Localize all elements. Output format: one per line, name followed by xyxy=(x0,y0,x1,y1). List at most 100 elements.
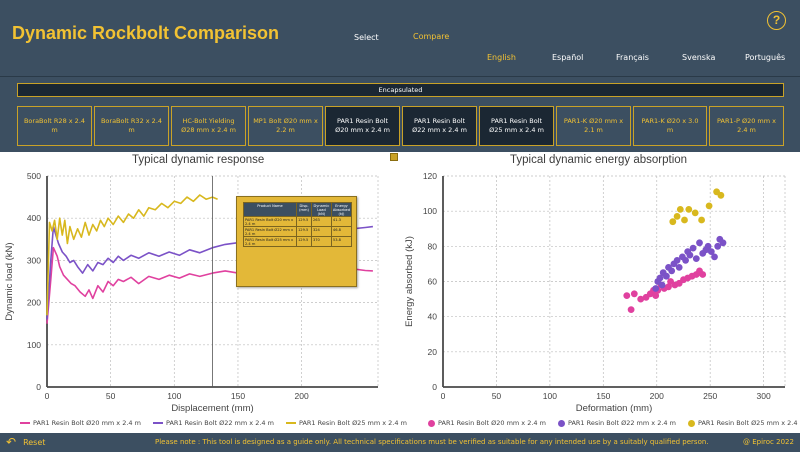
scatter-point-1 xyxy=(663,272,670,280)
focus-mode-icon[interactable] xyxy=(390,153,398,161)
tooltip-cell: PAR1 Resin Bolt Ø22 mm x 2.4 m xyxy=(243,226,297,237)
tooltip-header-load: Dynamic Load (kN) xyxy=(310,202,332,217)
scatter-point-2 xyxy=(676,206,684,213)
x-tick-label: 150 xyxy=(596,391,610,401)
scatter-point-0 xyxy=(627,306,635,313)
tooltip-cell: PAR1 Resin Bolt Ø25 mm x 2.4 m xyxy=(243,236,297,247)
scatter-point-2 xyxy=(685,206,693,213)
energy-chart-title: Typical dynamic energy absorption xyxy=(510,154,688,166)
x-axis-label: Displacement (mm) xyxy=(171,403,253,414)
x-axis-label: Deformation (mm) xyxy=(576,403,653,414)
legend-item[interactable]: PAR1 Resin Bolt Ø20 mm x 2.4 m xyxy=(20,419,141,427)
y-tick-label: 200 xyxy=(27,298,41,308)
reset-button[interactable]: ↶ Reset xyxy=(6,435,46,449)
scatter-point-1 xyxy=(658,281,666,289)
scatter-point-0 xyxy=(623,292,631,299)
response-chart-legend: PAR1 Resin Bolt Ø20 mm x 2.4 m PAR1 Resi… xyxy=(20,419,419,427)
product-button-par1-20[interactable]: PAR1 Resin Bolt Ø20 mm x 2.4 m xyxy=(325,106,400,146)
x-tick-label: 300 xyxy=(757,391,771,401)
scatter-point-1 xyxy=(711,253,718,261)
tooltip-cell: 129.5 xyxy=(296,226,312,237)
tooltip-row: PAR1 Resin Bolt Ø20 mm x 2.4 m 129.5 263… xyxy=(243,216,353,227)
tooltip-row: PAR1 Resin Bolt Ø25 mm x 2.4 m 129.5 370… xyxy=(243,236,353,247)
lang-english[interactable]: English xyxy=(487,53,516,62)
product-button-par1-p[interactable]: PAR1-P Ø20 mm x 2.4 m xyxy=(709,106,784,146)
scatter-point-1 xyxy=(673,257,681,264)
app-title: Dynamic Rockbolt Comparison xyxy=(12,23,280,43)
question-circle-icon[interactable]: ? xyxy=(767,11,786,30)
scatter-point-0 xyxy=(665,283,672,291)
encapsulated-filter[interactable]: Encapsulated xyxy=(17,83,784,97)
y-tick-label: 0 xyxy=(36,382,41,392)
lang-svenska[interactable]: Svenska xyxy=(682,53,716,62)
product-button-par1-25[interactable]: PAR1 Resin Bolt Ø25 mm x 2.4 m xyxy=(479,106,554,146)
y-tick-label: 100 xyxy=(27,340,41,350)
legend-item[interactable]: PAR1 Resin Bolt Ø20 mm x 2.4 m xyxy=(428,419,546,427)
product-button-par1-k-30[interactable]: PAR1-K Ø20 x 3.0 m xyxy=(633,106,707,146)
tooltip-cell: 53.8 xyxy=(330,236,353,247)
y-tick-label: 300 xyxy=(27,255,41,265)
lang-portugues[interactable]: Português xyxy=(745,53,786,62)
scatter-point-1 xyxy=(719,239,727,247)
response-chart[interactable]: 0 50 100 150 200 0 100 200 300 400 500 Displacement… xyxy=(0,165,400,417)
legend-line-swatch xyxy=(152,422,163,424)
scatter-point-2 xyxy=(673,213,681,220)
y-tick-label: 500 xyxy=(27,171,41,181)
x-tick-label: 100 xyxy=(167,391,181,401)
scatter-point-0 xyxy=(652,292,660,299)
legend-item[interactable]: PAR1 Resin Bolt Ø25 mm x 2.4 m xyxy=(687,419,800,427)
app-footer: ↶ Reset Please note : This tool is desig… xyxy=(0,433,800,452)
app-header: Dynamic Rockbolt Comparison Select Compa… xyxy=(0,0,800,77)
scatter-point-2 xyxy=(669,218,677,226)
y-tick-label: 100 xyxy=(423,206,437,216)
product-button-mp1-bolt[interactable]: MP1 Bolt Ø20 mm x 2.2 m xyxy=(248,106,323,146)
scatter-point-1 xyxy=(686,251,694,259)
series-line-2 xyxy=(46,194,218,316)
product-button-hc-bolt[interactable]: HC-Bolt Yielding Ø28 mm x 2.4 m xyxy=(171,106,246,146)
scatter-point-1 xyxy=(682,257,689,264)
scatter-point-2 xyxy=(705,202,713,210)
tooltip-cell: 263 xyxy=(310,216,332,227)
legend-dot-swatch xyxy=(428,419,435,427)
energy-chart-legend: PAR1 Resin Bolt Ø20 mm x 2.4 m PAR1 Resi… xyxy=(428,419,800,427)
legend-item[interactable]: PAR1 Resin Bolt Ø22 mm x 2.4 m xyxy=(152,419,274,427)
x-tick-label: 0 xyxy=(441,391,446,401)
scatter-point-2 xyxy=(691,209,699,217)
reset-arrow-icon: ↶ xyxy=(6,435,17,449)
y-tick-label: 60 xyxy=(428,277,438,287)
scatter-point-1 xyxy=(652,285,660,292)
scatter-point-1 xyxy=(696,239,703,247)
tooltip-header-disp: Disp. (mm) xyxy=(296,202,312,217)
tooltip-header-energy: Energy Absorbed (kJ) xyxy=(330,202,353,217)
y-tick-label: 40 xyxy=(428,312,438,322)
y-axis-label: Dynamic load (kN) xyxy=(4,242,15,320)
legend-item[interactable]: PAR1 Resin Bolt Ø22 mm x 2.4 m xyxy=(557,419,676,427)
tooltip-cell: PAR1 Resin Bolt Ø20 mm x 2.4 m xyxy=(243,216,297,227)
x-tick-label: 50 xyxy=(106,391,116,401)
energy-chart[interactable]: 0 50 100 150 200 250 300 0 20 40 60 80 100 120 Deforma… xyxy=(400,165,800,417)
copyright: @ Epiroc 2022 xyxy=(743,438,794,446)
lang-francais[interactable]: Français xyxy=(616,53,649,62)
scatter-point-1 xyxy=(692,255,700,262)
tooltip-row: PAR1 Resin Bolt Ø22 mm x 2.4 m 129.5 324… xyxy=(243,226,353,237)
scatter-point-1 xyxy=(704,242,712,250)
lang-espanol[interactable]: Español xyxy=(552,53,584,62)
response-chart-title: Typical dynamic response xyxy=(132,154,265,166)
product-button-borabolt-r32[interactable]: BoraBolt R32 x 2.4 m xyxy=(94,106,169,146)
cursor-tooltip: Product Name Disp. (mm) Dynamic Load (kN… xyxy=(236,196,357,287)
scatter-point-1 xyxy=(668,267,676,275)
legend-item[interactable]: PAR1 Resin Bolt Ø25 mm x 2.4 m xyxy=(285,419,407,427)
scatter-point-0 xyxy=(699,271,707,278)
tooltip-table: Product Name Disp. (mm) Dynamic Load (kN… xyxy=(243,202,353,247)
x-tick-label: 0 xyxy=(45,391,50,401)
legend-dot-swatch xyxy=(687,419,695,427)
product-button-par1-k-21[interactable]: PAR1-K Ø20 mm x 2.1 m xyxy=(556,106,631,146)
scatter-point-2 xyxy=(698,216,705,224)
product-button-par1-22[interactable]: PAR1 Resin Bolt Ø22 mm x 2.4 m xyxy=(402,106,477,146)
nav-select[interactable]: Select xyxy=(354,33,379,42)
nav-compare[interactable]: Compare xyxy=(413,32,450,41)
disclaimer-note: Please note : This tool is designed as a… xyxy=(155,438,709,446)
x-tick-label: 50 xyxy=(492,391,502,401)
product-button-borabolt-r28[interactable]: BoraBolt R28 x 2.4 m xyxy=(17,106,92,146)
scatter-point-0 xyxy=(637,295,645,303)
